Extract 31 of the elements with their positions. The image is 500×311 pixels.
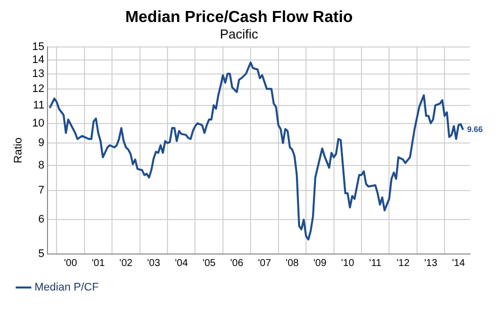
chart-subtitle: Pacific (220, 26, 259, 42)
annotation: 9.66 (467, 125, 484, 134)
x-tick-label: '02 (119, 258, 133, 269)
y-tick-label: 12 (32, 82, 44, 95)
x-tick-label: '08 (286, 258, 300, 269)
x-tick-label: '10 (341, 258, 355, 269)
y-tick-label: 10 (32, 117, 44, 130)
x-tick-label: '09 (313, 258, 327, 269)
y-tick-label: 13 (32, 68, 44, 80)
y-tick-label: 7 (38, 184, 44, 197)
x-tick-label: '12 (396, 258, 410, 269)
y-tick-label: 8 (38, 159, 44, 172)
chart-title: Median Price/Cash Flow Ratio (125, 9, 354, 26)
x-tick-label: '05 (202, 258, 216, 269)
x-tick-label: '06 (230, 258, 244, 269)
x-tick-label: '13 (424, 258, 438, 269)
x-tick-label: '14 (452, 258, 466, 269)
x-tick-label: '00 (64, 258, 78, 269)
y-tick-label: 11 (33, 99, 44, 112)
x-tick-label: '01 (92, 258, 106, 269)
x-tick-label: '03 (147, 258, 161, 269)
y-tick-label: 5 (38, 248, 44, 260)
x-tick-label: '04 (174, 258, 188, 269)
y-axis-title: Ratio (12, 138, 25, 164)
x-tick-label: '07 (258, 258, 272, 269)
y-tick-label: 15 (32, 40, 44, 53)
legend-label: Median P/CF (34, 282, 99, 294)
y-tick-label: 9 (38, 137, 44, 150)
x-tick-label: '11 (369, 258, 382, 269)
y-tick-label: 14 (32, 54, 44, 66)
y-tick-label: 6 (38, 214, 44, 226)
